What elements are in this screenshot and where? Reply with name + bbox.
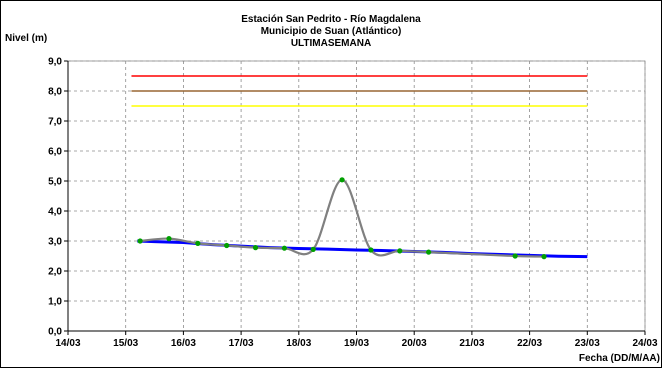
y-tick-label: 3,0 xyxy=(48,237,62,248)
y-tick-label: 6,0 xyxy=(48,147,62,158)
chart-title-line-3: ULTIMASEMANA xyxy=(291,38,371,49)
y-tick-label: 2,0 xyxy=(48,267,62,278)
series-point xyxy=(166,236,172,242)
series-point xyxy=(252,245,259,251)
threshold-layer xyxy=(131,75,588,107)
y-tick-label: 5,0 xyxy=(48,177,62,188)
x-tick-label: 20/03 xyxy=(402,338,427,349)
series-point xyxy=(397,248,403,254)
x-tick-label: 23/03 xyxy=(575,338,600,349)
series-point xyxy=(512,253,518,259)
y-tick-label: 7,0 xyxy=(48,117,62,128)
series-point xyxy=(426,249,432,255)
x-tick-label: 24/03 xyxy=(632,338,657,349)
x-tick-label: 15/03 xyxy=(113,338,138,349)
series-point xyxy=(339,177,345,183)
series-point xyxy=(281,245,287,251)
x-tick-label: 18/03 xyxy=(286,338,311,349)
y-axis-label: Nivel (m) xyxy=(5,33,47,44)
x-tick-label: 16/03 xyxy=(171,338,196,349)
x-tick-label: 22/03 xyxy=(517,338,542,349)
chart-title-line-2: Municipio de Suan (Atlántico) xyxy=(261,26,402,37)
series-point xyxy=(137,238,143,244)
series-layer xyxy=(137,177,588,260)
axis-layer: 0,0 1,0 2,0 3,0 4,0 5,0 6,0 7,0 8,0 9,0 14/03 15/03… xyxy=(48,57,658,350)
series-point xyxy=(195,240,201,246)
series-point xyxy=(368,247,374,253)
y-tick-label: 8,0 xyxy=(48,87,62,98)
x-tick-label: 17/03 xyxy=(229,338,254,349)
x-tick-label: 14/03 xyxy=(55,338,80,349)
y-tick-label: 1,0 xyxy=(48,297,62,308)
chart-title-line-1: Estación San Pedrito - Río Magdalena xyxy=(241,14,421,25)
series-point xyxy=(541,254,547,260)
x-tick-label: 21/03 xyxy=(459,338,484,349)
grid-layer xyxy=(68,60,646,331)
x-tick-label: 19/03 xyxy=(344,338,369,349)
y-tick-label: 0,0 xyxy=(48,327,62,338)
x-axis-label: Fecha (DD/M/AA) xyxy=(579,353,660,364)
series-point xyxy=(310,246,316,252)
series-point xyxy=(224,242,230,249)
y-tick-label: 4,0 xyxy=(48,207,62,218)
y-tick-label: 9,0 xyxy=(48,57,62,68)
